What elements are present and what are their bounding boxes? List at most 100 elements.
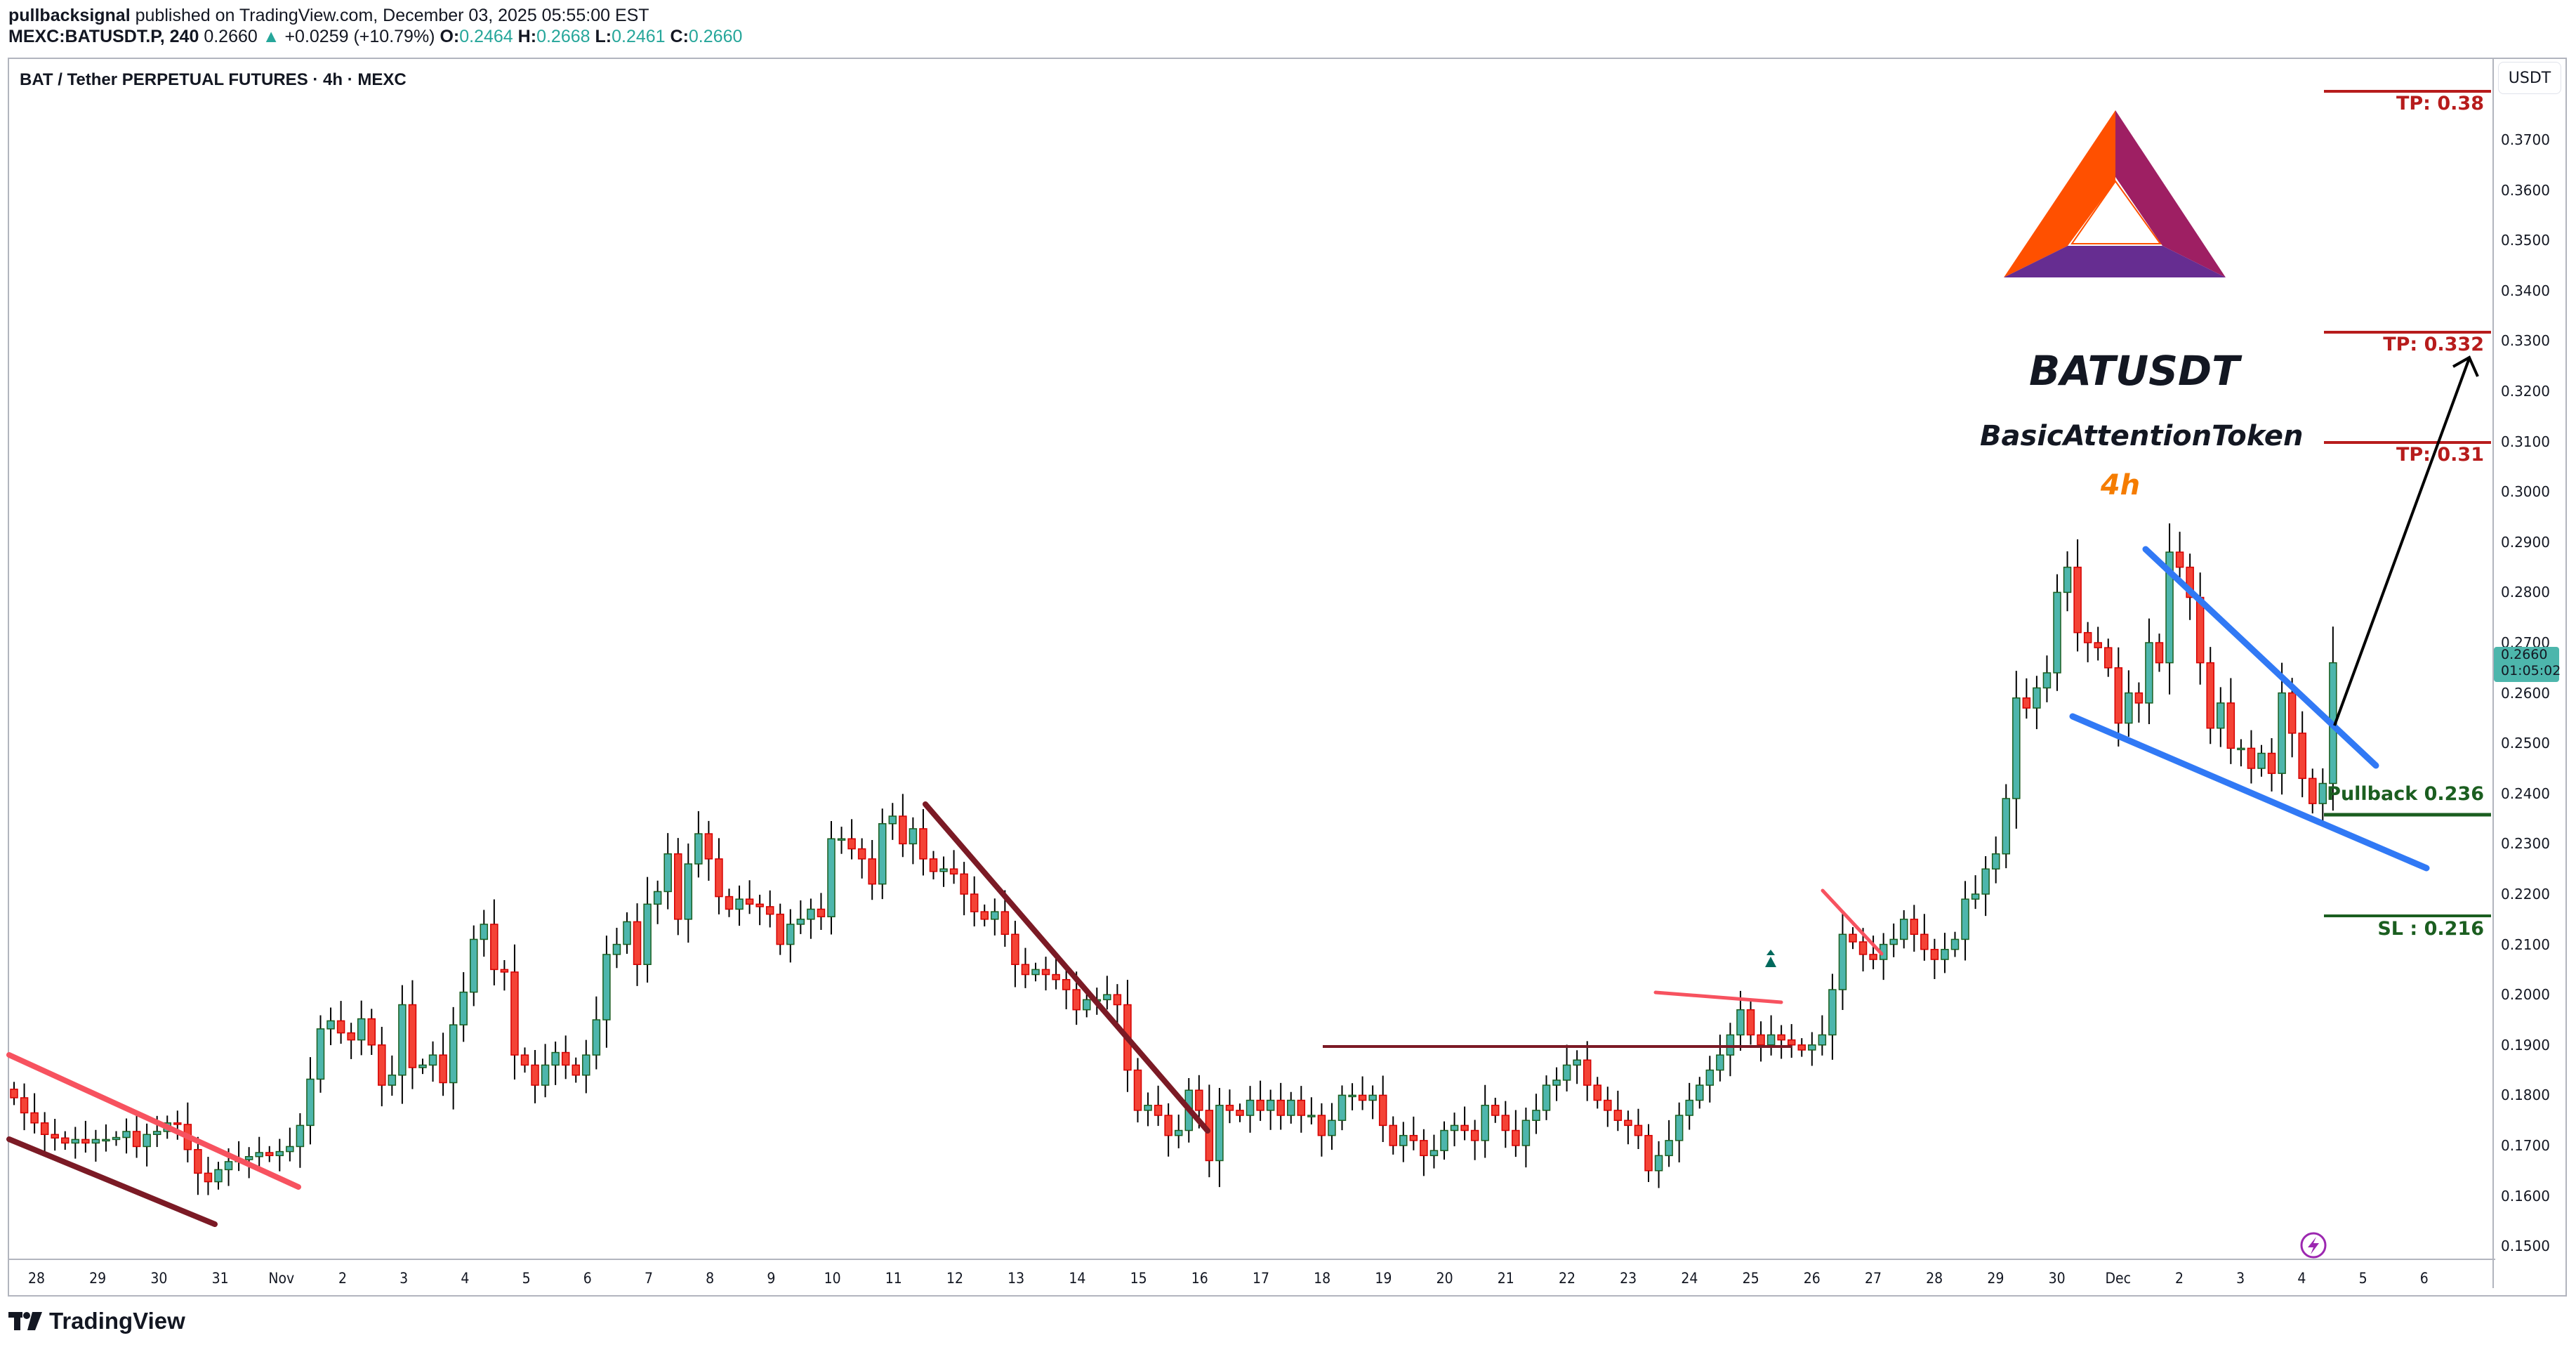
bearish-candle[interactable] — [1910, 919, 1919, 936]
bullish-candle[interactable] — [480, 924, 489, 940]
bearish-candle[interactable] — [2022, 697, 2031, 709]
bearish-candle[interactable] — [1062, 978, 1071, 990]
bearish-candle[interactable] — [1920, 933, 1929, 950]
bearish-candle[interactable] — [949, 868, 958, 875]
bearish-candle[interactable] — [1491, 1104, 1500, 1116]
bullish-candle[interactable] — [1429, 1150, 1439, 1157]
bullish-candle[interactable] — [878, 823, 887, 885]
bullish-candle[interactable] — [326, 1020, 335, 1030]
bearish-candle[interactable] — [755, 903, 764, 907]
bullish-candle[interactable] — [449, 1024, 458, 1084]
bullish-candle[interactable] — [1818, 1034, 1827, 1046]
bullish-candle[interactable] — [2125, 692, 2133, 724]
bullish-candle[interactable] — [2012, 697, 2021, 799]
bullish-candle[interactable] — [2145, 642, 2153, 704]
bullish-candle[interactable] — [428, 1054, 437, 1066]
bearish-candle[interactable] — [919, 828, 927, 860]
bearish-candle[interactable] — [2155, 642, 2164, 664]
bullish-candle[interactable] — [1440, 1129, 1448, 1151]
bullish-candle[interactable] — [1552, 1080, 1561, 1086]
bearish-candle[interactable] — [1460, 1124, 1469, 1131]
bearish-candle[interactable] — [265, 1152, 274, 1157]
bullish-candle[interactable] — [602, 954, 611, 1021]
bearish-candle[interactable] — [561, 1051, 570, 1066]
bearish-candle[interactable] — [2298, 733, 2306, 780]
bearish-candle[interactable] — [745, 898, 754, 905]
bearish-candle[interactable] — [715, 858, 723, 898]
bearish-candle[interactable] — [817, 908, 826, 917]
bullish-candle[interactable] — [2033, 687, 2041, 709]
bearish-candle[interactable] — [1746, 1009, 1755, 1036]
bearish-candle[interactable] — [1133, 1069, 1142, 1111]
bearish-candle[interactable] — [704, 833, 713, 860]
bullish-candle[interactable] — [1991, 853, 2000, 870]
bearish-candle[interactable] — [1164, 1115, 1173, 1136]
bullish-candle[interactable] — [612, 943, 621, 955]
bullish-candle[interactable] — [1562, 1064, 1571, 1081]
bearish-candle[interactable] — [633, 921, 642, 965]
bearish-candle[interactable] — [2083, 631, 2092, 643]
bearish-candle[interactable] — [520, 1054, 529, 1066]
bullish-candle[interactable] — [1521, 1120, 1531, 1146]
bullish-candle[interactable] — [1532, 1110, 1540, 1121]
bearish-candle[interactable] — [1276, 1099, 1285, 1116]
bullish-candle[interactable] — [1665, 1140, 1673, 1157]
bullish-candle[interactable] — [1705, 1069, 1715, 1086]
trendline-pink-flag[interactable] — [1653, 990, 1783, 1004]
bullish-candle[interactable] — [1675, 1115, 1684, 1141]
bullish-candle[interactable] — [694, 833, 703, 865]
bearish-candle[interactable] — [1512, 1129, 1520, 1146]
bearish-candle[interactable] — [2073, 566, 2082, 634]
trendline-maroon-downtrend[interactable] — [923, 801, 1210, 1134]
bearish-candle[interactable] — [1797, 1044, 1806, 1051]
bullish-candle[interactable] — [1696, 1084, 1704, 1101]
bullish-candle[interactable] — [1654, 1155, 1663, 1172]
time-axis[interactable] — [9, 1259, 2495, 1297]
currency-button[interactable]: USDT — [2498, 62, 2561, 94]
bullish-candle[interactable] — [122, 1131, 131, 1139]
bullish-candle[interactable] — [909, 828, 918, 845]
bullish-candle[interactable] — [796, 919, 805, 925]
bearish-candle[interactable] — [2195, 596, 2205, 664]
bearish-candle[interactable] — [725, 895, 734, 910]
bullish-candle[interactable] — [888, 815, 897, 825]
bullish-candle[interactable] — [1174, 1129, 1183, 1136]
bullish-candle[interactable] — [1685, 1099, 1693, 1116]
bullish-candle[interactable] — [1941, 949, 1949, 960]
bearish-candle[interactable] — [132, 1131, 141, 1148]
bullish-candle[interactable] — [735, 898, 744, 910]
bearish-candle[interactable] — [61, 1137, 70, 1144]
bearish-candle[interactable] — [30, 1112, 39, 1124]
bearish-candle[interactable] — [10, 1089, 18, 1098]
bearish-candle[interactable] — [1757, 1034, 1765, 1046]
bearish-candle[interactable] — [2134, 692, 2144, 704]
bearish-candle[interactable] — [1195, 1089, 1203, 1111]
bullish-candle[interactable] — [2165, 551, 2174, 664]
bearish-candle[interactable] — [336, 1020, 345, 1034]
bearish-candle[interactable] — [1205, 1110, 1214, 1162]
bearish-candle[interactable] — [960, 873, 968, 895]
bullish-candle[interactable] — [643, 903, 652, 965]
trendline-pink-left[interactable] — [6, 1052, 301, 1190]
bullish-candle[interactable] — [316, 1028, 325, 1080]
bearish-candle[interactable] — [2104, 647, 2113, 669]
bullish-candle[interactable] — [1971, 893, 1980, 900]
signal-triangle-icon[interactable] — [1765, 957, 1776, 967]
bearish-candle[interactable] — [765, 906, 774, 915]
bullish-candle[interactable] — [1889, 938, 1898, 945]
bullish-candle[interactable] — [357, 1018, 366, 1041]
bearish-candle[interactable] — [1000, 911, 1010, 936]
bullish-candle[interactable] — [1266, 1099, 1275, 1111]
price-axis[interactable] — [2492, 59, 2567, 1288]
bullish-candle[interactable] — [286, 1146, 294, 1153]
bearish-candle[interactable] — [1011, 933, 1019, 965]
bearish-candle[interactable] — [439, 1054, 447, 1084]
bullish-candle[interactable] — [582, 1054, 590, 1076]
bearish-candle[interactable] — [490, 924, 498, 971]
bullish-candle[interactable] — [807, 908, 815, 920]
bullish-candle[interactable] — [1950, 938, 1960, 950]
bearish-candle[interactable] — [2175, 551, 2184, 568]
bearish-candle[interactable] — [1501, 1115, 1510, 1131]
bullish-candle[interactable] — [827, 838, 835, 917]
bullish-candle[interactable] — [1103, 994, 1111, 1001]
